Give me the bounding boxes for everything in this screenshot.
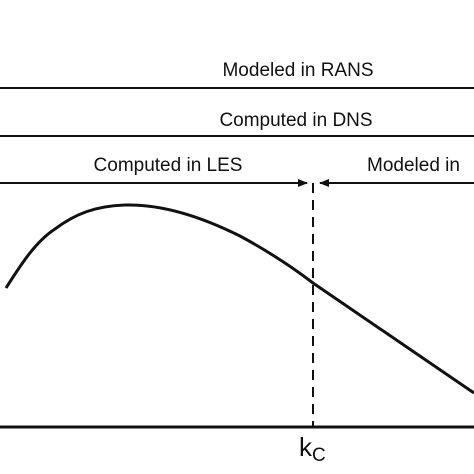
- cutoff-subscript: C: [312, 445, 326, 466]
- rans-label: Modeled in RANS: [222, 60, 373, 81]
- cutoff-k: k: [299, 432, 313, 462]
- energy-spectrum-curve: [4, 203, 474, 395]
- dns-label: Computed in DNS: [219, 110, 372, 131]
- cutoff-wavenumber-label: kC: [299, 432, 326, 466]
- modeled-sgs-label: Modeled in: [367, 155, 460, 176]
- les-label: Computed in LES: [94, 155, 243, 176]
